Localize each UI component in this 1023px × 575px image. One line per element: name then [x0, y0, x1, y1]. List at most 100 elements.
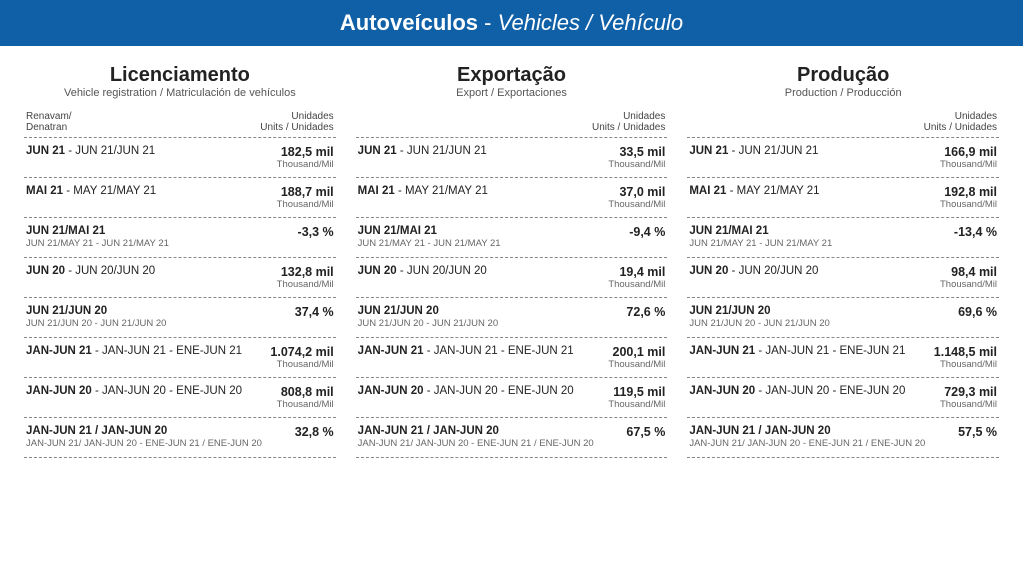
column-title-block: ProduçãoProduction / Producción	[687, 64, 999, 99]
row-value-main: 182,5 mil	[277, 145, 334, 159]
row-label-bold: JAN-JUN 21	[689, 345, 755, 357]
row-label: JAN-JUN 21 / JAN-JUN 20JAN-JUN 21/ JAN-J…	[689, 425, 950, 449]
row-value: 98,4 milThousand/Mil	[932, 265, 997, 290]
row-label: JUN 21/MAI 21JUN 21/MAY 21 - JUN 21/MAY …	[358, 225, 622, 249]
data-row: JUN 21 - JUN 21/JUN 21 33,5 milThousand/M…	[356, 138, 668, 178]
row-label-line1: JUN 21 - JUN 21/JUN 21	[689, 145, 932, 157]
row-value: -9,4 %	[621, 225, 665, 239]
row-value-sub: Thousand/Mil	[277, 199, 334, 210]
subhead-left-line2: Denatran	[26, 122, 72, 133]
row-label-line1: MAI 21 - MAY 21/MAY 21	[689, 185, 932, 197]
row-label: MAI 21 - MAY 21/MAY 21	[358, 185, 601, 197]
row-value-main: 1.074,2 mil	[270, 345, 333, 359]
subhead-right: UnidadesUnits / Unidades	[260, 111, 333, 133]
header-title-sub: Vehicles / Vehículo	[498, 10, 683, 35]
row-value-main: 69,6 %	[958, 305, 997, 319]
row-label-bold: JUN 21/MAI 21	[689, 225, 768, 237]
row-label-line1: JUN 20 - JUN 20/JUN 20	[358, 265, 601, 277]
data-row: JUN 21 - JUN 21/JUN 21182,5 milThousand/…	[24, 138, 336, 178]
data-row: JUN 21/JUN 20JUN 21/JUN 20 - JUN 21/JUN …	[356, 298, 668, 338]
row-value: 57,5 %	[950, 425, 997, 439]
data-row: JAN-JUN 21 / JAN-JUN 20JAN-JUN 21/ JAN-J…	[24, 418, 336, 458]
row-label-bold: JAN-JUN 21 / JAN-JUN 20	[26, 425, 167, 437]
row-label-bold: JUN 21/MAI 21	[26, 225, 105, 237]
data-row: JUN 21 - JUN 21/JUN 21 166,9 milThousand/…	[687, 138, 999, 178]
row-value-main: 808,8 mil	[277, 385, 334, 399]
row-value: -3,3 %	[290, 225, 334, 239]
row-label-bold: JAN-JUN 20	[689, 385, 755, 397]
data-row: JUN 20 - JUN 20/JUN 2098,4 milThousand/M…	[687, 258, 999, 298]
header-bar: Autoveículos - Vehicles / Vehículo	[0, 0, 1023, 46]
row-value: 119,5 milThousand/Mil	[600, 385, 665, 410]
row-value-main: 166,9 mil	[940, 145, 997, 159]
row-label-line1: JUN 21/MAI 21	[358, 225, 622, 237]
row-value-main: 33,5 mil	[608, 145, 665, 159]
row-value: 67,5 %	[618, 425, 665, 439]
row-value-main: 32,8 %	[295, 425, 334, 439]
row-label-line1: JAN-JUN 21 / JAN-JUN 20	[358, 425, 619, 437]
data-row: JAN-JUN 20 - JAN-JUN 20 - ENE-JUN 20729,…	[687, 378, 999, 418]
row-value-sub: Thousand/Mil	[270, 359, 333, 370]
row-label-bold: MAI 21	[358, 185, 395, 197]
row-label-bold: JAN-JUN 20	[26, 385, 92, 397]
columns-container: LicenciamentoVehicle registration / Matr…	[0, 46, 1023, 488]
row-value-main: 57,5 %	[958, 425, 997, 439]
subhead-right-line2: Units / Unidades	[924, 122, 997, 133]
row-label: JAN-JUN 21 - JAN-JUN 21 - ENE-JUN 21	[689, 345, 925, 357]
row-value-main: 132,8 mil	[277, 265, 334, 279]
row-label-bold: MAI 21	[26, 185, 63, 197]
row-value-main: 729,3 mil	[940, 385, 997, 399]
row-label: JAN-JUN 20 - JAN-JUN 20 - ENE-JUN 20	[26, 385, 269, 397]
row-value-main: 192,8 mil	[940, 185, 997, 199]
row-label-line1: JAN-JUN 21 / JAN-JUN 20	[689, 425, 950, 437]
row-label-bold: JUN 21/JUN 20	[358, 305, 439, 317]
data-row: JUN 21/JUN 20JUN 21/JUN 20 - JUN 21/JUN …	[24, 298, 336, 338]
row-value: 808,8 milThousand/Mil	[269, 385, 334, 410]
row-label-rest: - JUN 21/JUN 21	[728, 145, 818, 157]
row-label-line2: JUN 21/MAY 21 - JUN 21/MAY 21	[689, 238, 946, 249]
row-label-rest: - MAY 21/MAY 21	[726, 185, 819, 197]
row-label: JAN-JUN 20 - JAN-JUN 20 - ENE-JUN 20	[358, 385, 601, 397]
row-label-rest: - JAN-JUN 21 - ENE-JUN 21	[755, 345, 905, 357]
data-row: JAN-JUN 21 - JAN-JUN 21 - ENE-JUN 21 1.14…	[687, 338, 999, 378]
column-title: Produção	[687, 64, 999, 87]
data-row: JAN-JUN 21 / JAN-JUN 20JAN-JUN 21/ JAN-J…	[687, 418, 999, 458]
row-label: JAN-JUN 21 - JAN-JUN 21 - ENE-JUN 21	[26, 345, 262, 357]
data-column: ProduçãoProduction / ProducciónUnidadesU…	[687, 64, 999, 458]
row-label: MAI 21 - MAY 21/MAY 21	[689, 185, 932, 197]
row-label-bold: JAN-JUN 21 / JAN-JUN 20	[358, 425, 499, 437]
column-subhead: UnidadesUnits / Unidades	[356, 101, 668, 138]
row-value-sub: Thousand/Mil	[608, 279, 665, 290]
subhead-right-line1: Unidades	[592, 111, 665, 122]
row-label-bold: JUN 21	[689, 145, 728, 157]
row-label-line1: JUN 21/JUN 20	[26, 305, 287, 317]
row-label-line1: JUN 21/MAI 21	[26, 225, 290, 237]
row-label: JUN 20 - JUN 20/JUN 20	[689, 265, 932, 277]
row-label-line1: JUN 21 - JUN 21/JUN 21	[358, 145, 601, 157]
row-label-line1: JUN 21/JUN 20	[358, 305, 619, 317]
row-value-sub: Thousand/Mil	[940, 399, 997, 410]
row-value-main: 19,4 mil	[608, 265, 665, 279]
row-value-sub: Thousand/Mil	[608, 159, 665, 170]
row-value-main: 98,4 mil	[940, 265, 997, 279]
row-label-bold: JAN-JUN 21	[26, 345, 92, 357]
row-value: 32,8 %	[287, 425, 334, 439]
row-value-main: 72,6 %	[626, 305, 665, 319]
data-row: JUN 21/MAI 21JUN 21/MAY 21 - JUN 21/MAY …	[24, 218, 336, 258]
subhead-right-line2: Units / Unidades	[260, 122, 333, 133]
row-label-line1: JAN-JUN 20 - JAN-JUN 20 - ENE-JUN 20	[26, 385, 269, 397]
row-value-main: 1.148,5 mil	[934, 345, 997, 359]
row-label-bold: JUN 21/MAI 21	[358, 225, 437, 237]
row-label-bold: JUN 21	[26, 145, 65, 157]
subhead-right-line1: Unidades	[260, 111, 333, 122]
row-label-bold: JUN 21/JUN 20	[26, 305, 107, 317]
data-row: MAI 21 - MAY 21/MAY 21192,8 milThousand/…	[687, 178, 999, 218]
row-value-sub: Thousand/Mil	[608, 199, 665, 210]
data-column: ExportaçãoExport / ExportacionesUnidades…	[356, 64, 668, 458]
row-label: JUN 20 - JUN 20/JUN 20	[26, 265, 269, 277]
row-label-rest: - MAY 21/MAY 21	[63, 185, 156, 197]
row-value-sub: Thousand/Mil	[940, 159, 997, 170]
row-value-sub: Thousand/Mil	[608, 399, 665, 410]
data-row: JUN 20 - JUN 20/JUN 20132,8 milThousand/…	[24, 258, 336, 298]
row-label: JUN 21/MAI 21JUN 21/MAY 21 - JUN 21/MAY …	[26, 225, 290, 249]
